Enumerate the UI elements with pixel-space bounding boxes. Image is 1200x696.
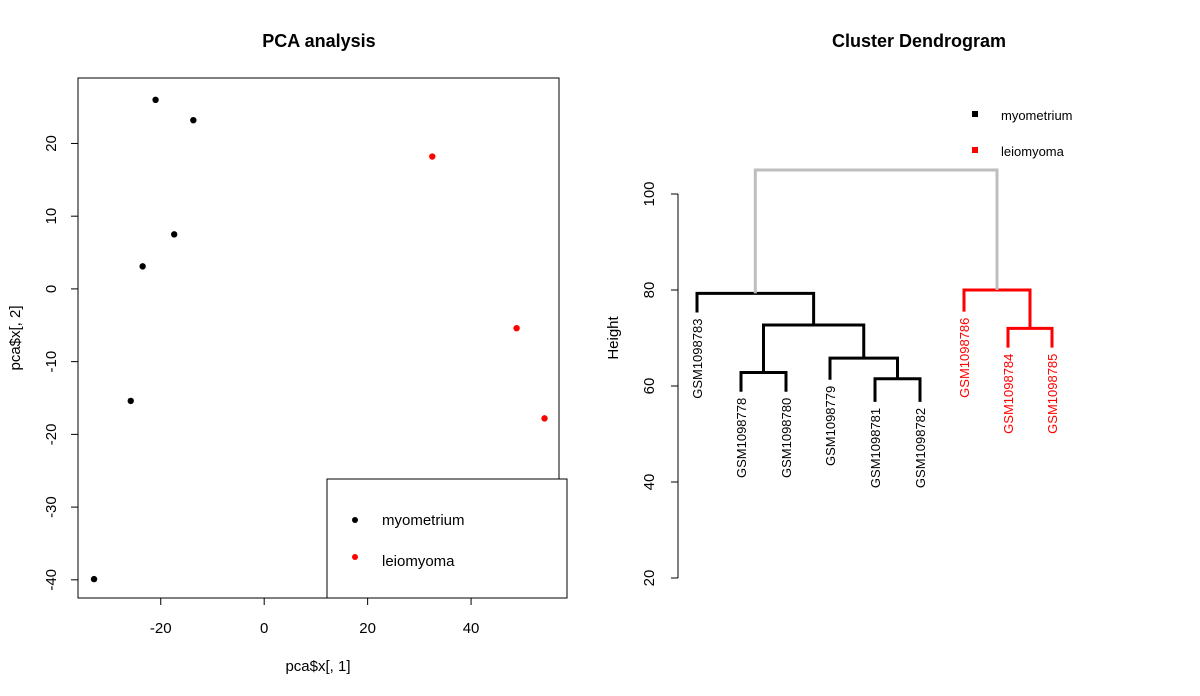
dendrogram-y-tick-label: 20: [641, 570, 658, 587]
dendrogram-y-tick-label: 80: [641, 282, 658, 299]
dendrogram-legend: myometrium leiomyoma: [972, 108, 1073, 159]
pca-y-tick-label: -30: [43, 496, 60, 518]
dendrogram-y-tick-label: 60: [641, 378, 658, 395]
dendrogram-title: Cluster Dendrogram: [832, 31, 1006, 51]
pca-y-tick-label: -40: [43, 569, 60, 591]
pca-y-tick-label: 0: [43, 285, 60, 293]
pca-y-tick-label: -10: [43, 351, 60, 373]
dendrogram-legend-marker-leiomyoma: [972, 147, 978, 153]
dendrogram-leaf-label: GSM1098781: [868, 408, 883, 488]
pca-point-myometrium: [190, 116, 197, 124]
dendrogram-leaf-label: GSM1098780: [779, 398, 794, 478]
dendrogram-y-tick-label: 100: [641, 181, 658, 206]
pca-title: PCA analysis: [262, 31, 375, 51]
pca-point-myometrium: [171, 231, 178, 238]
dendrogram-leaf-label: GSM1098785: [1045, 354, 1060, 434]
pca-point-myometrium: [152, 96, 159, 104]
pca-point-leiomyoma: [513, 324, 520, 332]
dendrogram-branch: [962, 288, 1032, 329]
pca-y-tick-label: -20: [43, 424, 60, 446]
pca-y-axis-label: pca$x[, 2]: [7, 305, 24, 370]
dendrogram-branches: [695, 168, 1054, 402]
pca-y-axis: -40 -30 -20 -10 0 10 20: [43, 135, 79, 591]
dendrogram-leaf-label: GSM1098782: [913, 408, 928, 488]
dendrogram-branch: [1006, 326, 1054, 348]
dendrogram-leaf-label: GSM1098786: [957, 318, 972, 398]
pca-y-tick-label: 20: [43, 135, 60, 152]
pca-x-tick-label: 0: [260, 620, 268, 637]
dendrogram-y-axis-label: Height: [605, 315, 622, 359]
dendrogram-leaf-label: GSM1098778: [734, 398, 749, 478]
pca-legend-label-myometrium: myometrium: [382, 512, 465, 529]
dendrogram-root-branch: [753, 168, 999, 294]
pca-x-tick-label: 40: [463, 620, 480, 637]
pca-legend-marker-myometrium: [352, 517, 358, 523]
dendrogram-y-axis: 20 40 60 80 100: [641, 181, 679, 587]
pca-points: [90, 96, 548, 583]
pca-point-myometrium: [90, 575, 98, 583]
dendrogram-legend-label-myometrium: myometrium: [1001, 108, 1073, 123]
dendrogram-leaf-label: GSM1098779: [823, 386, 838, 466]
pca-legend: myometrium leiomyoma: [326, 478, 568, 599]
pca-x-tick-label: 20: [359, 620, 376, 637]
dendrogram-y-tick-label: 40: [641, 474, 658, 491]
pca-legend-label-leiomyoma: leiomyoma: [382, 553, 455, 570]
pca-point-myometrium: [127, 397, 134, 405]
pca-x-axis: -20 0 20 40: [150, 597, 480, 637]
pca-point-leiomyoma: [429, 153, 436, 160]
cluster-dendrogram: Cluster Dendrogram 20 40 60 80 100 Height GS…: [605, 31, 1073, 586]
dendrogram-branch: [739, 371, 788, 392]
dendrogram-branch: [695, 291, 816, 326]
dendrogram-branch: [828, 356, 899, 380]
dendrogram-leaf-labels: GSM1098783 GSM1098778 GSM1098780 GSM1098779…: [690, 318, 1060, 488]
dendrogram-leaf-label: GSM1098784: [1001, 354, 1016, 434]
dendrogram-legend-marker-myometrium: [972, 111, 978, 117]
pca-legend-marker-leiomyoma: [352, 554, 358, 560]
dendrogram-branch: [873, 377, 922, 402]
dendrogram-legend-label-leiomyoma: leiomyoma: [1001, 144, 1065, 159]
pca-x-axis-label: pca$x[, 1]: [285, 658, 350, 675]
pca-plot: PCA analysis -20 0 20 40 -40-30-20-1001020 …: [7, 31, 568, 675]
pca-point-leiomyoma: [541, 415, 548, 422]
pca-x-tick-label: -20: [150, 620, 172, 637]
pca-legend-box: [326, 478, 568, 599]
pca-y-tick-label: 10: [43, 208, 60, 225]
dendrogram-branch: [762, 323, 866, 373]
pca-point-myometrium: [139, 263, 146, 270]
dendrogram-leaf-label: GSM1098783: [690, 319, 705, 399]
